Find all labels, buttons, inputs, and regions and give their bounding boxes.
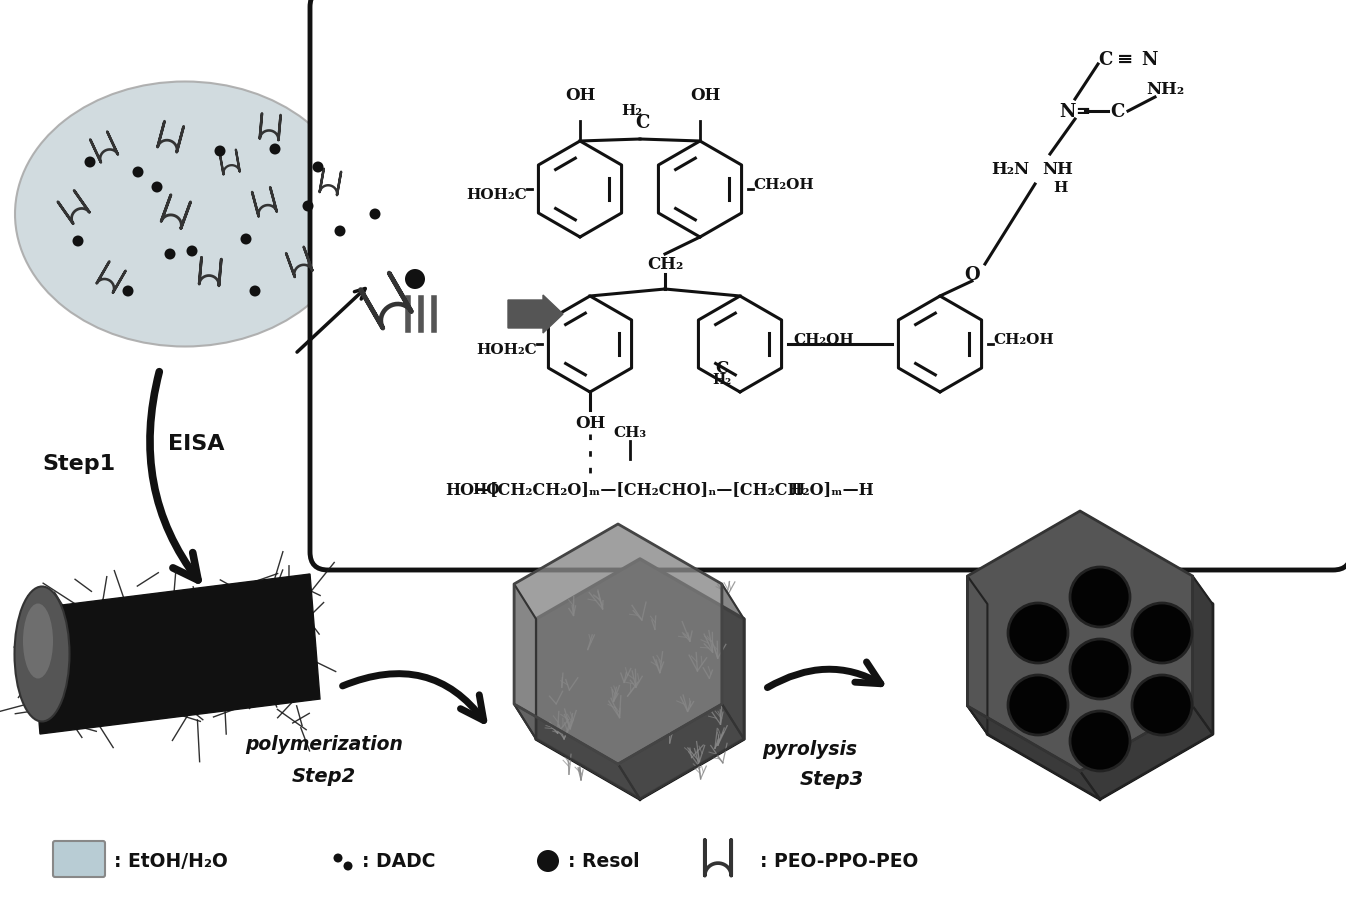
Circle shape (1008, 675, 1067, 735)
Polygon shape (968, 511, 1193, 771)
Text: H₂N: H₂N (991, 162, 1030, 178)
Circle shape (343, 861, 353, 870)
Polygon shape (721, 584, 744, 740)
Circle shape (164, 249, 175, 260)
Text: OH: OH (565, 87, 595, 104)
Text: : PEO-PPO-PEO: : PEO-PPO-PEO (760, 852, 918, 870)
Circle shape (152, 182, 163, 193)
Circle shape (249, 286, 261, 297)
Text: OH: OH (689, 87, 720, 104)
Text: EISA: EISA (168, 433, 225, 453)
Text: NH: NH (1042, 162, 1073, 178)
Text: CH₂OH: CH₂OH (793, 332, 853, 347)
Text: HO—[CH₂CH₂O]ₘ—[CH₂CHO]ₙ—[CH₂CH₂O]ₘ—H: HO—[CH₂CH₂O]ₘ—[CH₂CHO]ₙ—[CH₂CH₂O]ₘ—H (446, 481, 875, 498)
Circle shape (335, 227, 346, 237)
Circle shape (1132, 675, 1193, 735)
Text: H: H (1053, 181, 1067, 195)
Text: polymerization: polymerization (245, 734, 402, 753)
Polygon shape (618, 704, 744, 799)
Text: HO: HO (472, 482, 499, 497)
Circle shape (303, 201, 314, 212)
Circle shape (241, 234, 252, 246)
Circle shape (312, 163, 323, 173)
Text: : Resol: : Resol (568, 852, 639, 870)
FancyBboxPatch shape (52, 841, 105, 877)
Circle shape (1070, 639, 1131, 699)
Circle shape (370, 209, 381, 220)
Text: H₂: H₂ (622, 104, 642, 118)
Text: HOH₂C: HOH₂C (476, 342, 537, 357)
Text: CH₂OH: CH₂OH (752, 178, 814, 191)
Circle shape (85, 157, 96, 168)
Text: N: N (1059, 103, 1077, 121)
Text: C: C (1098, 51, 1112, 69)
Polygon shape (1079, 706, 1213, 799)
Ellipse shape (23, 604, 52, 679)
Circle shape (1008, 603, 1067, 664)
Text: Step1: Step1 (42, 453, 116, 473)
Circle shape (214, 146, 226, 157)
Text: Step3: Step3 (800, 769, 864, 788)
Circle shape (132, 167, 144, 178)
Text: C: C (1110, 103, 1124, 121)
Text: ≡: ≡ (1117, 51, 1133, 69)
Polygon shape (988, 539, 1213, 799)
FancyArrow shape (507, 295, 563, 333)
Circle shape (187, 247, 198, 257)
Polygon shape (1193, 576, 1213, 734)
Text: H₂: H₂ (712, 373, 732, 386)
Text: CH₃: CH₃ (614, 425, 646, 440)
Polygon shape (514, 704, 639, 799)
Text: CH₂OH: CH₂OH (993, 332, 1054, 347)
Polygon shape (514, 584, 536, 740)
FancyBboxPatch shape (310, 0, 1346, 571)
Ellipse shape (15, 82, 355, 347)
Circle shape (1070, 712, 1131, 771)
Text: H: H (790, 482, 805, 497)
Circle shape (122, 286, 133, 297)
Circle shape (1132, 603, 1193, 664)
Text: =: = (1075, 103, 1090, 121)
Text: C: C (635, 114, 649, 132)
Circle shape (405, 270, 425, 290)
Text: pyrolysis: pyrolysis (762, 740, 857, 759)
Circle shape (269, 144, 280, 155)
Polygon shape (536, 559, 744, 799)
Circle shape (73, 237, 83, 247)
Text: NH₂: NH₂ (1145, 81, 1184, 98)
Text: Step2: Step2 (292, 766, 357, 785)
Polygon shape (968, 706, 1100, 799)
Circle shape (1070, 567, 1131, 628)
Text: : EtOH/H₂O: : EtOH/H₂O (114, 852, 227, 870)
Polygon shape (968, 576, 988, 734)
Text: C: C (715, 359, 728, 377)
Text: N: N (1141, 51, 1159, 69)
Text: O: O (964, 265, 980, 284)
Polygon shape (30, 574, 320, 734)
Circle shape (537, 850, 559, 872)
Text: CH₂: CH₂ (647, 256, 684, 274)
Text: OH: OH (575, 414, 606, 432)
Circle shape (334, 853, 342, 862)
Ellipse shape (15, 587, 70, 721)
Polygon shape (514, 525, 721, 764)
Text: : DADC: : DADC (362, 852, 436, 870)
Text: HOH₂C: HOH₂C (466, 188, 528, 201)
